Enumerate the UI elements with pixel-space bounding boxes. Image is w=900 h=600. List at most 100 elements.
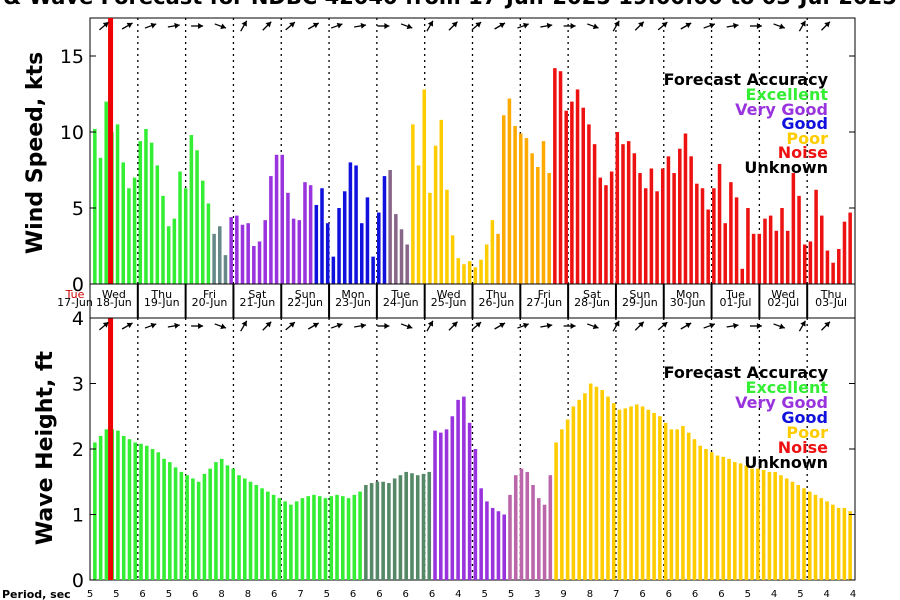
data-bar [663, 422, 668, 580]
data-bar [183, 188, 188, 284]
data-bar [202, 473, 207, 580]
data-bar [381, 481, 385, 580]
data-bar [848, 511, 852, 580]
data-bar [837, 249, 841, 284]
direction-arrow-icon [657, 321, 668, 331]
data-bar [277, 498, 282, 581]
data-bar [291, 218, 296, 284]
arrow-head [241, 20, 247, 27]
direction-arrow-icon [98, 321, 110, 331]
period-value: 6 [271, 589, 277, 600]
data-bar [496, 233, 500, 284]
direction-arrow-icon [820, 21, 831, 31]
data-bar [306, 496, 310, 580]
day-label-date: 23-Jun [335, 296, 371, 309]
data-bar [501, 115, 506, 284]
arrow-head [150, 322, 157, 329]
direction-arrow-icon [726, 322, 739, 329]
arrow-head [570, 23, 576, 29]
data-bar [808, 241, 813, 284]
day-axis: Tue17-JunWed18-JunThu19-JunFri20-JunSat2… [57, 283, 856, 319]
data-bar [144, 445, 149, 580]
arrow-head [289, 22, 295, 28]
data-bar [387, 483, 391, 580]
data-bar [675, 429, 679, 580]
data-bar [208, 468, 212, 580]
day-label-dow: Fri [203, 288, 216, 301]
arrow-head [384, 23, 390, 29]
data-bar [717, 163, 722, 284]
day-label-date: 20-Jun [192, 296, 228, 309]
wave-ylabel: Wave Height, ft [33, 350, 58, 545]
data-bar [121, 435, 126, 580]
data-bar [681, 426, 685, 580]
data-bar [784, 478, 789, 580]
data-bar [791, 173, 796, 284]
data-bar [774, 230, 779, 284]
data-bar [179, 471, 184, 580]
arrow-head [102, 322, 109, 328]
data-bar [796, 485, 801, 580]
data-bar [377, 212, 381, 284]
arrow-head [265, 21, 272, 28]
arrow-head [312, 322, 319, 329]
legend-poor: Poor [786, 423, 828, 442]
direction-arrow-icon [494, 22, 506, 30]
data-bar [360, 223, 364, 284]
data-bar [709, 452, 714, 580]
data-bar [744, 465, 749, 581]
data-bar [168, 462, 172, 580]
data-bar [439, 432, 443, 581]
data-bar [646, 409, 651, 580]
data-bar [588, 383, 593, 580]
data-bar [825, 250, 830, 284]
data-bar [831, 504, 835, 580]
arrow-head [523, 322, 529, 329]
day-label-dow: Tue [390, 288, 410, 301]
data-bar [312, 494, 316, 580]
data-bar [358, 491, 362, 580]
direction-arrow-icon [448, 21, 458, 31]
data-bar [813, 494, 818, 580]
direction-arrow-icon [680, 22, 692, 30]
y-tick-label: 5 [72, 198, 84, 220]
data-bar [218, 226, 222, 284]
data-bar [257, 241, 262, 284]
data-bar [508, 494, 512, 580]
arrow-head [800, 320, 806, 327]
day-label-date: 24-Jun [383, 296, 419, 309]
arrow-head [241, 320, 247, 327]
data-bar [740, 268, 745, 284]
data-bar [365, 197, 370, 284]
data-bar [660, 168, 665, 284]
data-bar [263, 220, 267, 284]
arrow-head [523, 22, 529, 29]
period-value: 6 [192, 589, 198, 600]
data-bar [237, 475, 241, 580]
day-label-date: 22-Jun [287, 296, 323, 309]
day-label-date: 01-Jul [720, 296, 752, 309]
direction-arrow-icon [121, 22, 133, 30]
arrow-head [709, 322, 715, 329]
data-bar [98, 435, 103, 580]
arrow-head [614, 320, 620, 327]
wave-height-panel: 0 1 2 3 4 [72, 308, 856, 592]
data-bar [842, 221, 847, 284]
data-bar [421, 473, 426, 580]
data-bar [271, 494, 276, 580]
arrow-head [661, 22, 668, 28]
data-bar [686, 432, 691, 581]
arrow-head [546, 322, 553, 329]
legend-excellent: Excellent [746, 378, 829, 397]
data-bar [536, 166, 540, 284]
day-label-date: 17-Jun [57, 296, 93, 309]
data-bar [825, 501, 829, 580]
arrow-head [406, 323, 413, 330]
data-bar [342, 191, 347, 284]
data-bar [337, 208, 341, 284]
legend-unknown: Unknown [744, 158, 828, 177]
data-bar [394, 214, 398, 284]
day-label-dow: Wed [771, 288, 795, 301]
day-label-dow: Tue [65, 288, 85, 301]
direction-arrow-icon [798, 20, 806, 32]
